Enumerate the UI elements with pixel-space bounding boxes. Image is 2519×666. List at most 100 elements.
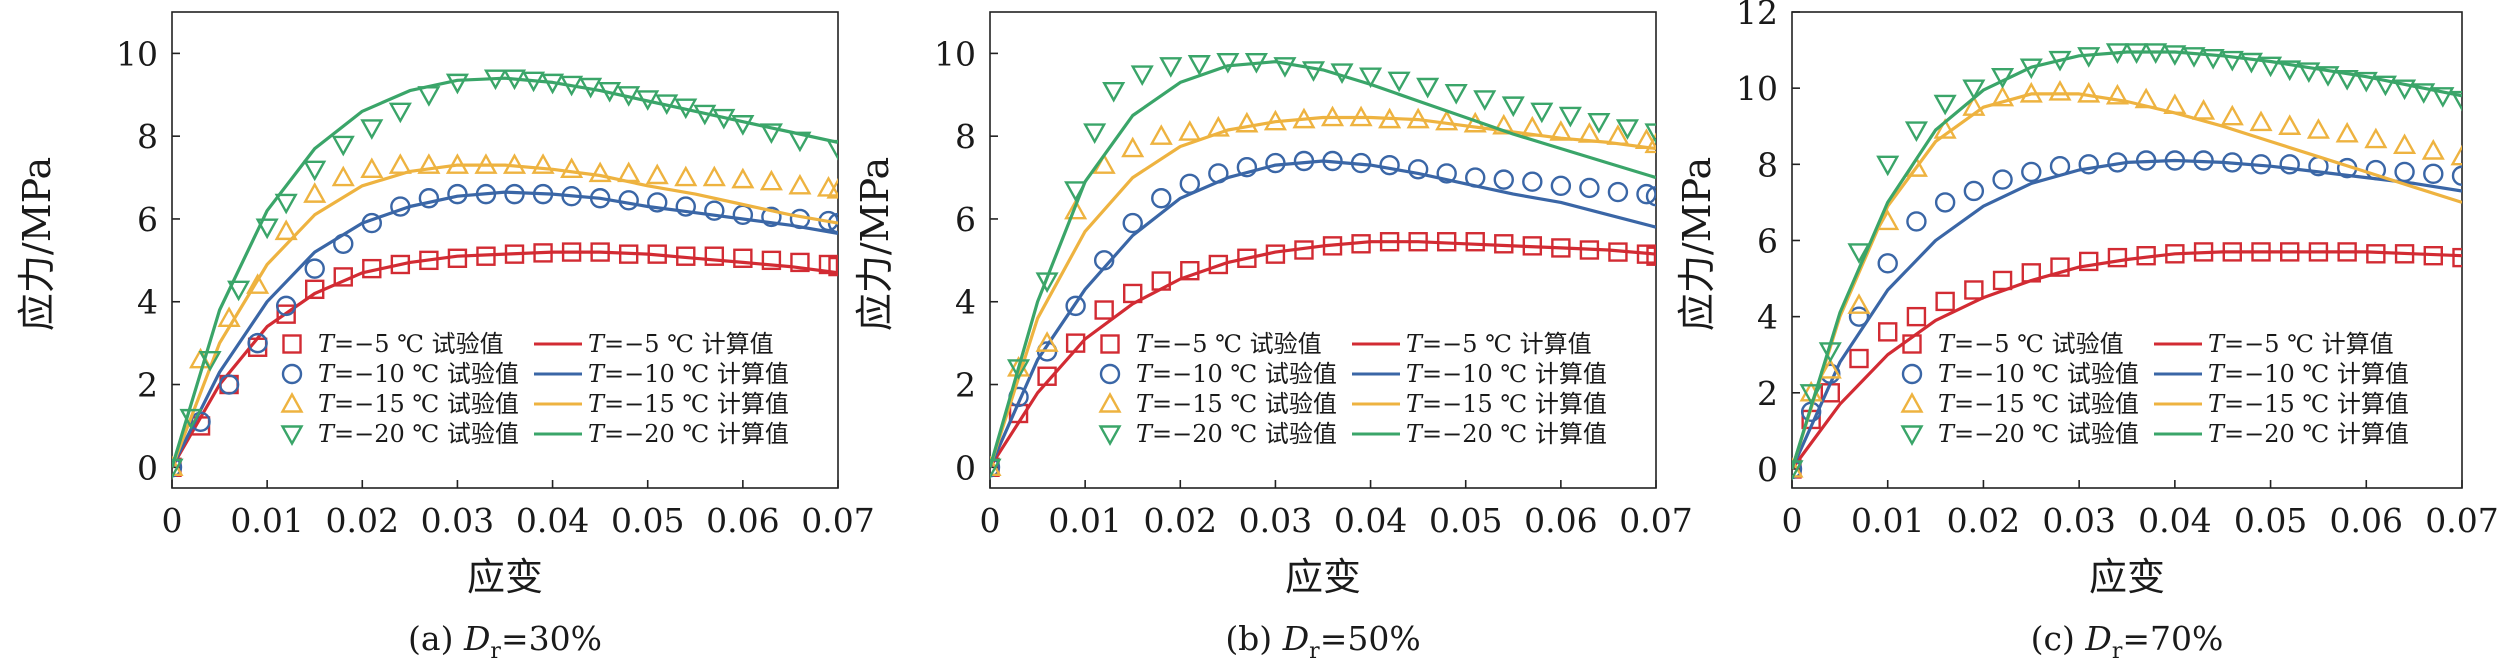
exp-point-minus5 xyxy=(618,244,639,264)
exp-point-minus20 xyxy=(2431,87,2455,108)
legend-label: T=−10 ℃ 计算值 xyxy=(2208,360,2409,388)
exp-point-minus5 xyxy=(1265,244,1286,264)
exp-point-minus15 xyxy=(588,161,612,183)
exp-point-minus15 xyxy=(2249,110,2273,132)
x-axis-label: 应变 xyxy=(2089,555,2165,599)
panel-caption: (b) Dr=50% xyxy=(1225,619,1420,664)
exp-point-minus5 xyxy=(1906,306,1927,327)
legend-T: T xyxy=(2208,420,2226,448)
exp-point-minus5 xyxy=(1180,260,1200,281)
y-tick-label: 10 xyxy=(116,34,158,73)
legend-text: =−15 ℃ 计算值 xyxy=(2224,390,2409,418)
exp-point-minus5 xyxy=(1208,254,1229,275)
exp-point-minus5 xyxy=(790,252,810,273)
exp-point-minus15 xyxy=(2220,104,2244,126)
exp-point-minus5 xyxy=(1294,240,1314,260)
exp-point-minus20 xyxy=(731,115,755,136)
legend-label: T=−5 ℃ 计算值 xyxy=(1406,330,1592,358)
exp-point-minus20 xyxy=(445,73,469,95)
exp-point-minus20 xyxy=(2393,79,2417,101)
legend-marker xyxy=(281,363,303,385)
exp-point-minus15 xyxy=(331,165,355,187)
y-tick-label: 8 xyxy=(137,117,158,156)
exp-point-minus5 xyxy=(1964,280,1984,300)
exp-point-minus15 xyxy=(560,157,584,178)
legend-T: T xyxy=(1938,420,1956,448)
exp-point-minus20 xyxy=(1644,123,1656,144)
exp-point-minus10 xyxy=(1322,150,1343,172)
caption-subscript: r xyxy=(490,639,501,664)
exp-point-minus20 xyxy=(1359,67,1383,89)
exp-point-minus20 xyxy=(2278,60,2302,82)
exp-point-minus15 xyxy=(1991,85,2015,107)
exp-point-minus20 xyxy=(1006,359,1031,380)
exp-point-minus15 xyxy=(1149,124,1173,145)
legend-text: =−10 ℃ 试验值 xyxy=(334,360,519,388)
exp-point-minus20 xyxy=(636,90,660,111)
exp-point-minus10 xyxy=(1065,295,1086,317)
exp-point-minus10 xyxy=(589,188,611,209)
x-tick-label: 0.03 xyxy=(2042,501,2115,540)
exp-point-minus10 xyxy=(761,206,782,228)
legend-label: T=−10 ℃ 试验值 xyxy=(318,360,519,388)
legend-marker xyxy=(1098,425,1122,446)
exp-point-minus5 xyxy=(2337,242,2357,262)
exp-point-minus15 xyxy=(246,273,270,294)
exp-point-minus15 xyxy=(1235,111,1259,133)
legend-text: =−10 ℃ 试验值 xyxy=(1152,360,1337,388)
exp-point-minus20 xyxy=(1416,77,1440,99)
caption-subscript: r xyxy=(2112,639,2123,664)
exp-point-minus10 xyxy=(1208,163,1229,184)
exp-point-minus15 xyxy=(1206,115,1230,137)
exp-point-minus20 xyxy=(1847,243,1871,264)
exp-point-minus10 xyxy=(2222,152,2243,173)
legend-marker xyxy=(1900,392,1924,413)
exp-point-minus20 xyxy=(1473,90,1497,111)
exp-point-minus5 xyxy=(2251,242,2271,262)
exp-point-minus20 xyxy=(674,98,698,120)
legend-T: T xyxy=(1938,390,1956,418)
exp-point-minus20 xyxy=(1799,384,1823,405)
exp-point-minus15 xyxy=(1492,113,1516,135)
caption-value: =30% xyxy=(501,619,602,658)
calc-line-minus15 xyxy=(172,163,838,468)
exp-point-minus15 xyxy=(2364,127,2388,149)
exp-point-minus15 xyxy=(1178,120,1202,141)
series-minus20 xyxy=(1792,43,2462,481)
exp-point-minus5 xyxy=(1379,232,1400,252)
exp-point-minus5 xyxy=(1065,333,1086,353)
x-tick-label: 0.02 xyxy=(1947,501,2020,540)
legend-text: =−5 ℃ 计算值 xyxy=(604,330,774,358)
exp-point-minus20 xyxy=(1818,342,1842,363)
exp-point-minus15 xyxy=(2421,139,2445,160)
exp-point-minus15 xyxy=(417,153,441,174)
panel-caption: (a) Dr=30% xyxy=(408,619,602,664)
x-tick-label: 0.04 xyxy=(2138,501,2211,540)
legend-T: T xyxy=(1136,390,1154,418)
exp-point-minus15 xyxy=(474,153,498,174)
chart-panel-1: 0 0.01 0.02 0.03 0.04 0.05 0.06 0.07 0 2 4 6 8 10 应变 应力… xyxy=(15,11,875,664)
exp-point-minus15 xyxy=(274,219,298,241)
exp-point-minus5 xyxy=(419,250,439,271)
y-axis-label: 应力/MPa xyxy=(1675,157,1719,331)
y-tick-label: 12 xyxy=(1736,0,1778,32)
legend-label: T=−5 ℃ 试验值 xyxy=(1136,330,1322,358)
legend-label: T=−20 ℃ 计算值 xyxy=(588,420,789,448)
legend-label: T=−15 ℃ 试验值 xyxy=(318,390,519,418)
exp-point-minus5 xyxy=(1436,232,1457,252)
exp-point-minus20 xyxy=(502,69,527,91)
exp-point-minus5 xyxy=(1494,234,1514,254)
exp-point-minus10 xyxy=(1963,180,1985,202)
exp-point-minus15 xyxy=(1847,293,1871,314)
legend-text: =−15 ℃ 试验值 xyxy=(1954,390,2139,418)
y-tick-label: 8 xyxy=(955,117,976,156)
exp-point-minus20 xyxy=(521,71,546,93)
series-minus15 xyxy=(990,105,1656,477)
exp-point-minus15 xyxy=(502,153,527,174)
legend-marker xyxy=(280,425,304,446)
exp-point-minus10 xyxy=(532,183,554,205)
exp-point-minus15 xyxy=(2278,114,2302,135)
exp-point-minus5 xyxy=(390,254,411,275)
exp-point-minus10 xyxy=(675,196,696,217)
